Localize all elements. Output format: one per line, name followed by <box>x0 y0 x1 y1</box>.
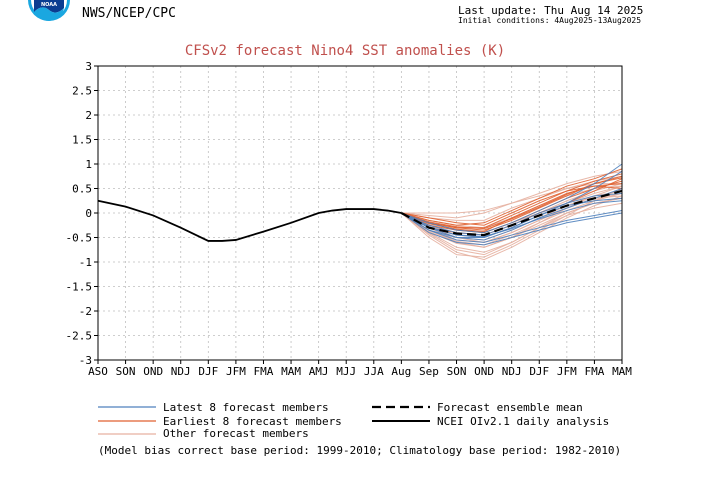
x-tick-label: NDJ <box>171 365 191 378</box>
chart-title: CFSv2 forecast Nino4 SST anomalies (K) <box>185 43 505 59</box>
analysis-line <box>97 199 402 242</box>
x-tick-label: SON <box>116 365 136 378</box>
footnote: (Model bias correct base period: 1999-20… <box>98 444 622 457</box>
latest-member-line <box>401 188 623 241</box>
legend-analysis: NCEI OIv2.1 daily analysis <box>437 415 609 428</box>
x-tick-label: OND <box>143 365 163 378</box>
noaa-logo: NOAA <box>28 0 70 21</box>
x-tick-label: NDJ <box>502 365 522 378</box>
other-member-line <box>401 195 623 261</box>
legend-mean: Forecast ensemble mean <box>437 401 583 414</box>
y-tick-label: -0.5 <box>66 232 93 245</box>
x-tick-label: ASO <box>88 365 108 378</box>
y-tick-label: 1 <box>85 158 92 171</box>
y-tick-label: -2.5 <box>66 330 93 343</box>
x-tick-label: AMJ <box>309 365 329 378</box>
x-tick-label: JFM <box>226 365 246 378</box>
x-tick-label: JFM <box>557 365 577 378</box>
agency-label: NWS/NCEP/CPC <box>82 6 176 21</box>
latest-member-line <box>401 163 623 234</box>
y-tick-label: -1 <box>79 256 92 269</box>
x-tick-label: SON <box>447 365 467 378</box>
earliest-member-line <box>401 177 623 230</box>
y-tick-label: 0.5 <box>72 183 92 196</box>
x-tick-label: MAM <box>281 365 301 378</box>
y-tick-label: -3 <box>79 354 92 367</box>
legend-other: Other forecast members <box>163 427 309 440</box>
latest-member-line <box>401 170 623 238</box>
x-tick-label: OND <box>474 365 494 378</box>
latest-member-line <box>401 210 623 243</box>
x-tick-label: FMA <box>254 365 274 378</box>
y-tick-label: 0 <box>85 207 92 220</box>
legend: Latest 8 forecast members Earliest 8 for… <box>98 401 609 440</box>
latest-member-line <box>401 212 623 246</box>
x-tick-label: Aug <box>391 365 411 378</box>
plot-frame <box>97 65 623 361</box>
other-member-line <box>401 175 623 221</box>
x-tick-label: FMA <box>584 365 604 378</box>
other-member-line <box>401 170 623 219</box>
y-tick-label: -1.5 <box>66 281 93 294</box>
x-tick-label: MAM <box>612 365 632 378</box>
legend-earliest: Earliest 8 forecast members <box>163 415 342 428</box>
last-update: Last update: Thu Aug 14 2025 <box>458 4 644 17</box>
latest-member-line <box>401 200 623 238</box>
y-tick-label: 2.5 <box>72 85 92 98</box>
ensemble-mean-line <box>400 189 623 237</box>
x-tick-label: JJA <box>364 365 384 378</box>
x-tick-label: DJF <box>198 365 218 378</box>
logo-text: NOAA <box>41 2 57 8</box>
earliest-member-line <box>401 168 623 226</box>
y-tick-label: -2 <box>79 305 92 318</box>
other-member-line <box>401 202 623 256</box>
x-tick-label: MJJ <box>336 365 356 378</box>
x-tick-label: Sep <box>419 365 439 378</box>
y-tick-label: 3 <box>85 60 92 73</box>
legend-latest: Latest 8 forecast members <box>163 401 329 414</box>
initial-conditions: Initial conditions: 4Aug2025-13Aug2025 <box>458 16 642 25</box>
y-tick-label: 1.5 <box>72 134 92 147</box>
y-tick-label: 2 <box>85 109 92 122</box>
x-tick-label: DJF <box>529 365 549 378</box>
